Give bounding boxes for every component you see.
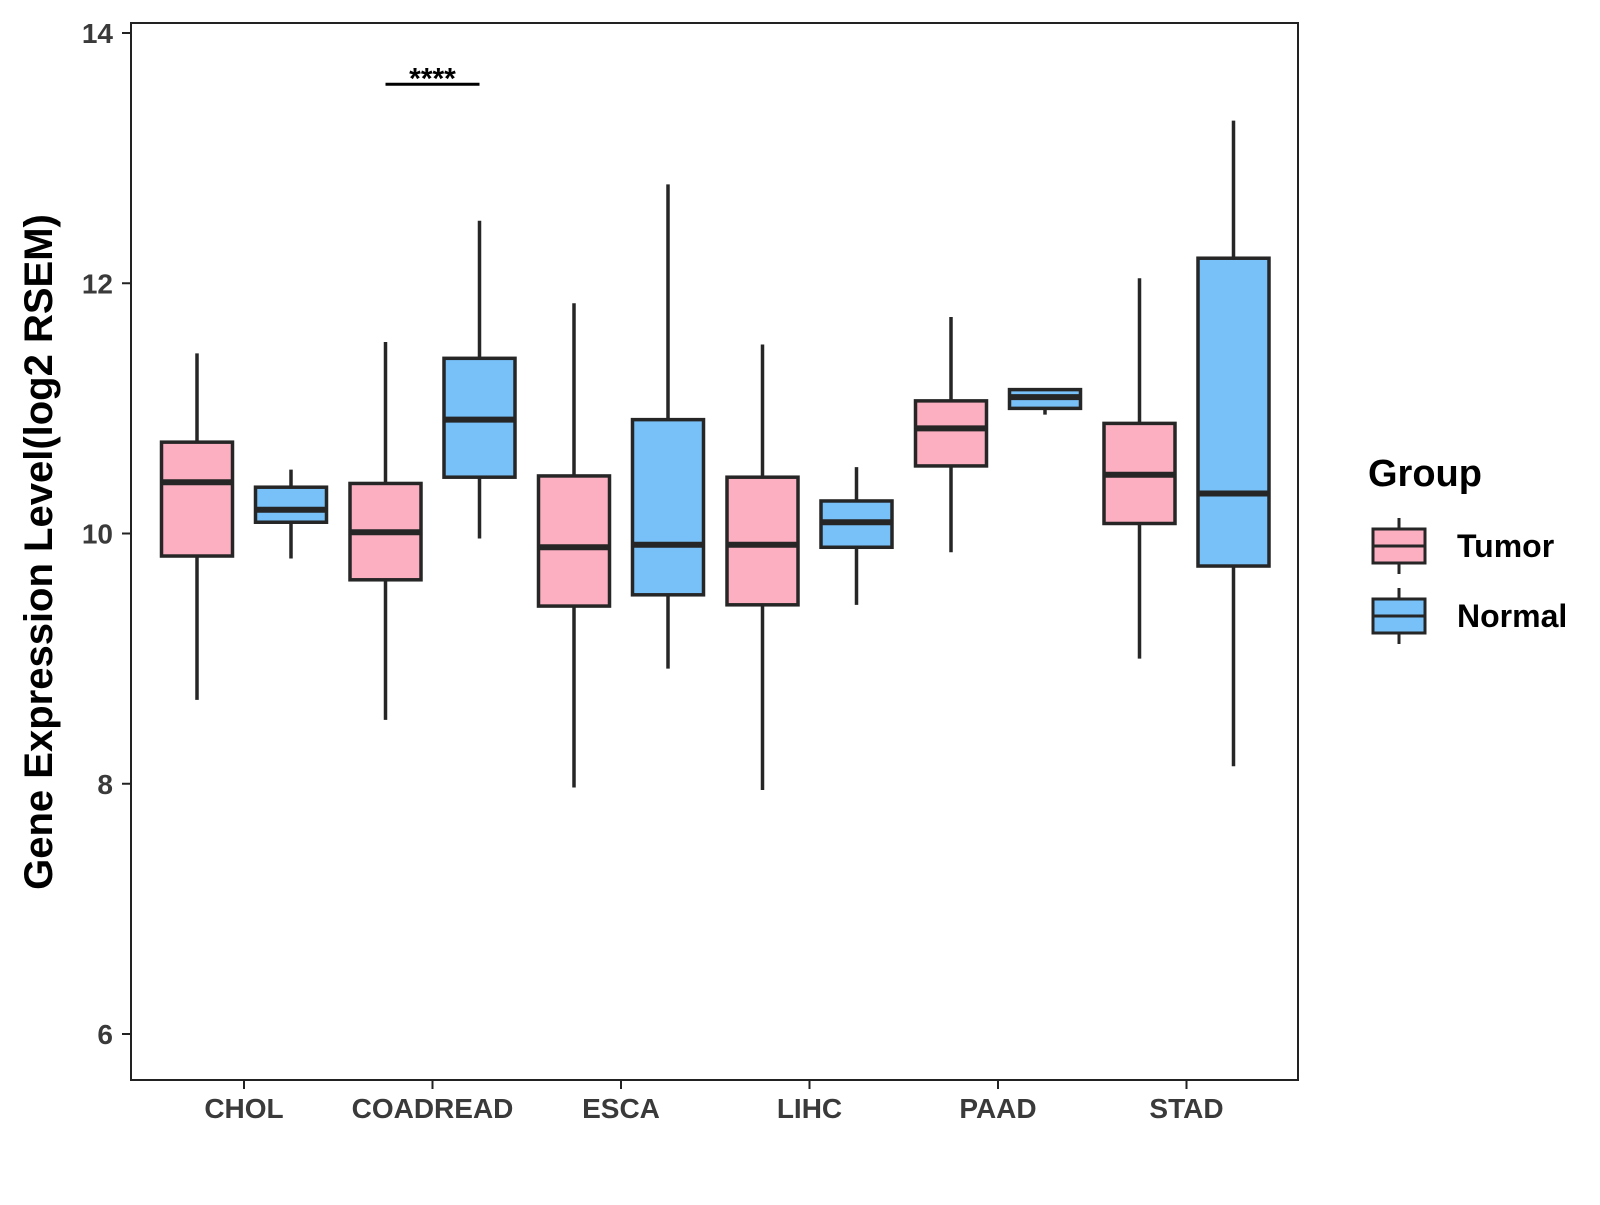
iqr-box	[725, 475, 800, 607]
x-tick-label: LIHC	[777, 1093, 842, 1124]
significance-annotations: ****	[385, 62, 480, 95]
box-normal-lihc	[819, 467, 894, 605]
box-series-group	[159, 120, 1271, 791]
iqr-box	[630, 417, 706, 597]
y-tick-label: 8	[97, 769, 113, 800]
legend-label: Tumor	[1457, 528, 1554, 564]
legend-label: Normal	[1457, 598, 1567, 634]
y-tick-label: 14	[82, 18, 114, 49]
box-normal-esca	[630, 184, 706, 669]
iqr-box	[159, 440, 235, 558]
iqr-box	[1196, 256, 1271, 568]
legend-title: Group	[1368, 453, 1482, 495]
x-tick-label: COADREAD	[352, 1093, 514, 1124]
box-tumor-paad	[913, 317, 989, 553]
box-tumor-lihc	[725, 344, 800, 791]
iqr-box	[536, 474, 612, 608]
y-axis-title: Gene Expression Level(log2 RSEM)	[17, 214, 61, 890]
box-normal-coadread	[442, 220, 517, 539]
x-tick-label: STAD	[1149, 1093, 1223, 1124]
significance-label: ****	[409, 62, 456, 95]
box-normal-chol	[253, 469, 329, 559]
box-tumor-coadread	[348, 342, 423, 720]
x-tick-label: PAAD	[959, 1093, 1036, 1124]
box-normal-paad	[1007, 387, 1083, 415]
box-tumor-esca	[536, 303, 612, 788]
legend-item-tumor: Tumor	[1371, 518, 1554, 574]
box-tumor-chol	[159, 353, 235, 700]
x-axis: CHOL COADREAD ESCA LIHC PAAD STAD	[204, 1080, 1224, 1124]
iqr-box	[253, 485, 329, 524]
y-tick-label: 10	[82, 519, 113, 550]
legend-item-normal: Normal	[1371, 588, 1567, 644]
y-axis: 6 8 10 12 14	[82, 18, 131, 1050]
legend: Group Tumor Normal	[1368, 453, 1567, 644]
box-series-normal	[253, 120, 1271, 767]
y-tick-label: 12	[82, 268, 113, 299]
box-tumor-stad	[1102, 278, 1177, 659]
x-tick-label: ESCA	[582, 1093, 660, 1124]
y-tick-label: 6	[97, 1019, 113, 1050]
box-series-tumor	[159, 278, 1177, 791]
box-normal-stad	[1196, 120, 1271, 767]
iqr-box	[913, 399, 989, 468]
legend-items: Tumor Normal	[1371, 518, 1567, 644]
plot-panel-border	[130, 22, 1299, 1081]
x-tick-label: CHOL	[204, 1093, 283, 1124]
